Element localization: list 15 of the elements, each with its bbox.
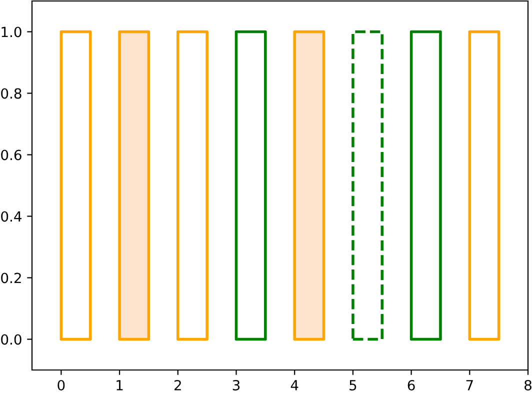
x-tick-label: 3 — [232, 380, 240, 390]
y-tick-label: 0.6 — [1, 150, 22, 160]
y-tick-label: 0.8 — [1, 88, 22, 99]
x-tick-label: 4 — [290, 380, 298, 390]
x-tick-label: 7 — [466, 380, 473, 390]
y-tick-label: 0.0 — [1, 334, 22, 345]
x-tick-label: 1 — [116, 380, 123, 390]
y-tick-label: 0.4 — [1, 211, 22, 222]
x-tick-label: 6 — [408, 380, 415, 390]
y-tick-label: 1.0 — [2, 26, 22, 38]
y-tick-label: 0.2 — [1, 272, 21, 284]
x-tick-label: 2 — [174, 380, 181, 390]
x-tick-label: 8 — [524, 380, 532, 390]
x-tick-label: 5 — [350, 380, 356, 390]
x-tick-label: 0 — [58, 380, 65, 390]
